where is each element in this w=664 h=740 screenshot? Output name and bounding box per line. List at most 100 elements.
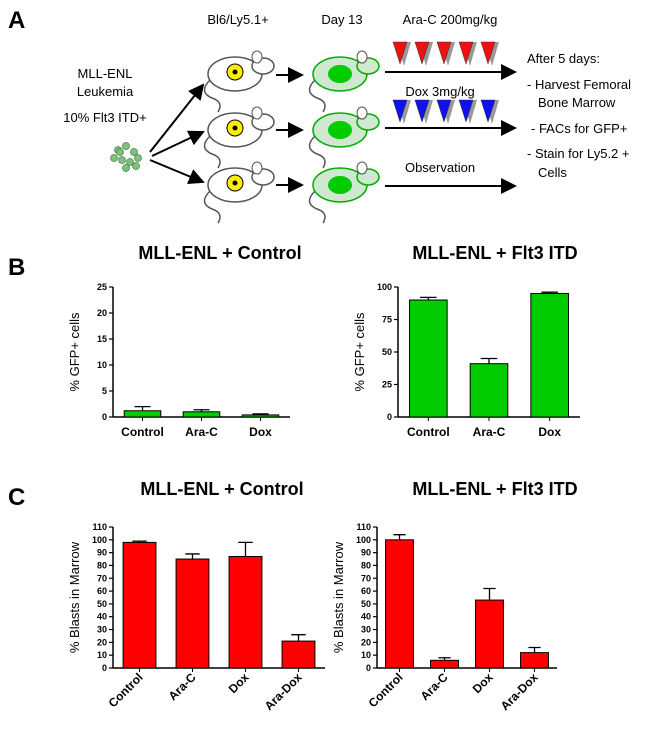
y-tick-label: 0 xyxy=(387,412,392,422)
bar xyxy=(385,539,414,669)
bar xyxy=(469,363,509,418)
x-tick-label: Ara-C xyxy=(473,425,506,439)
error-bar xyxy=(291,634,306,642)
cell xyxy=(134,154,142,162)
y-tick-label: 110 xyxy=(92,522,107,532)
x-tick-label: Dox xyxy=(249,425,272,439)
y-tick-label: 25 xyxy=(382,380,392,390)
bar-chart: MLL-ENL + Control % GFP+ cells 0 5 10 15 20 25 C… xyxy=(67,243,302,439)
dose xyxy=(480,99,496,123)
panel-label: B xyxy=(8,254,25,281)
y-tick-label: 100 xyxy=(356,535,371,545)
chart-title: MLL-ENL + Flt3 ITD xyxy=(412,479,577,499)
cell xyxy=(110,154,118,162)
error-bar xyxy=(480,357,498,364)
y-tick-label: 40 xyxy=(97,612,107,622)
tumor xyxy=(328,65,352,83)
chart-title: MLL-ENL + Control xyxy=(140,479,303,499)
diagram-text: - FACs for GFP+ xyxy=(531,121,627,136)
radiation-core xyxy=(232,180,238,186)
x-tick-label: Control xyxy=(407,425,450,439)
bar xyxy=(122,541,157,669)
chart-title: MLL-ENL + Control xyxy=(138,243,301,263)
dose xyxy=(414,41,430,65)
x-tick-label: Ara-C xyxy=(166,670,199,703)
mouse-ear xyxy=(356,106,368,120)
cell xyxy=(130,148,138,156)
diagram-text: Day 13 xyxy=(321,12,362,27)
y-tick-label: 60 xyxy=(97,586,107,596)
y-tick-label: 90 xyxy=(361,548,371,558)
diagram-text: 10% Flt3 ITD+ xyxy=(63,110,146,125)
diagram-text: After 5 days: xyxy=(527,51,600,66)
error-bar xyxy=(252,413,269,415)
x-tick-label: Control xyxy=(106,670,146,710)
diagram-text: Cells xyxy=(538,165,567,180)
tumor xyxy=(328,121,352,139)
y-tick-label: 50 xyxy=(361,599,371,609)
y-tick-label: 0 xyxy=(102,412,107,422)
arrows xyxy=(149,64,517,194)
y-tick-label: 15 xyxy=(97,334,107,344)
diagram-text: Observation xyxy=(405,160,475,175)
y-tick-label: 60 xyxy=(361,586,371,596)
y-tick-label: 90 xyxy=(97,548,107,558)
mouse-ear xyxy=(356,161,368,175)
dose xyxy=(392,99,408,123)
diagram-text: MLL-ENL xyxy=(78,66,133,81)
mouse-ear xyxy=(251,106,263,120)
diagram-text: Dox 3mg/kg xyxy=(405,84,474,99)
dose xyxy=(458,41,474,65)
x-tick-label: Control xyxy=(121,425,164,439)
error-bar xyxy=(483,587,496,601)
y-tick-label: 50 xyxy=(97,599,107,609)
error-bar xyxy=(528,646,541,653)
error-bar xyxy=(438,657,451,661)
y-axis-label: % Blasts in Marrow xyxy=(67,541,82,653)
tumor xyxy=(328,176,352,194)
x-tick-label: Ara-C xyxy=(418,670,451,703)
bar xyxy=(182,411,221,418)
y-tick-label: 100 xyxy=(377,282,392,292)
cell xyxy=(122,164,130,172)
y-axis-label: % GFP+ cells xyxy=(352,312,367,392)
y-tick-label: 5 xyxy=(102,386,107,396)
error-bar xyxy=(393,534,406,540)
y-tick-label: 80 xyxy=(97,560,107,570)
x-tick-label: Ara-C xyxy=(185,425,218,439)
diagram-text: Bone Marrow xyxy=(538,95,616,110)
bar xyxy=(228,555,263,669)
y-tick-label: 70 xyxy=(361,573,371,583)
dose xyxy=(436,99,452,123)
y-tick-label: 0 xyxy=(366,663,371,673)
x-tick-label: Dox xyxy=(538,425,561,439)
diagram-text: Leukemia xyxy=(77,84,134,99)
error-bar xyxy=(185,553,200,560)
radiation-core xyxy=(232,69,238,75)
y-tick-label: 75 xyxy=(382,315,392,325)
mouse-tail xyxy=(203,190,221,224)
y-tick-label: 10 xyxy=(97,360,107,370)
mouse-ear xyxy=(251,50,263,64)
bar xyxy=(281,640,316,669)
mouse-tail xyxy=(308,79,326,113)
error-bar xyxy=(134,405,151,411)
cell xyxy=(122,142,130,150)
mouse-tail xyxy=(308,190,326,224)
y-tick-label: 30 xyxy=(361,625,371,635)
dose xyxy=(436,41,452,65)
mouse-ear xyxy=(251,161,263,175)
y-tick-label: 100 xyxy=(92,535,107,545)
bar xyxy=(175,558,210,669)
y-tick-label: 25 xyxy=(97,282,107,292)
y-tick-label: 30 xyxy=(97,625,107,635)
diagram-text: Bl6/Ly5.1+ xyxy=(207,12,268,27)
x-tick-label: Ara-Dox xyxy=(498,670,541,713)
x-tick-label: Ara-Dox xyxy=(262,670,305,713)
y-axis-label: % Blasts in Marrow xyxy=(331,541,346,653)
panel-label: C xyxy=(8,484,25,511)
y-tick-label: 70 xyxy=(97,573,107,583)
dose xyxy=(414,99,430,123)
bar xyxy=(520,652,549,669)
